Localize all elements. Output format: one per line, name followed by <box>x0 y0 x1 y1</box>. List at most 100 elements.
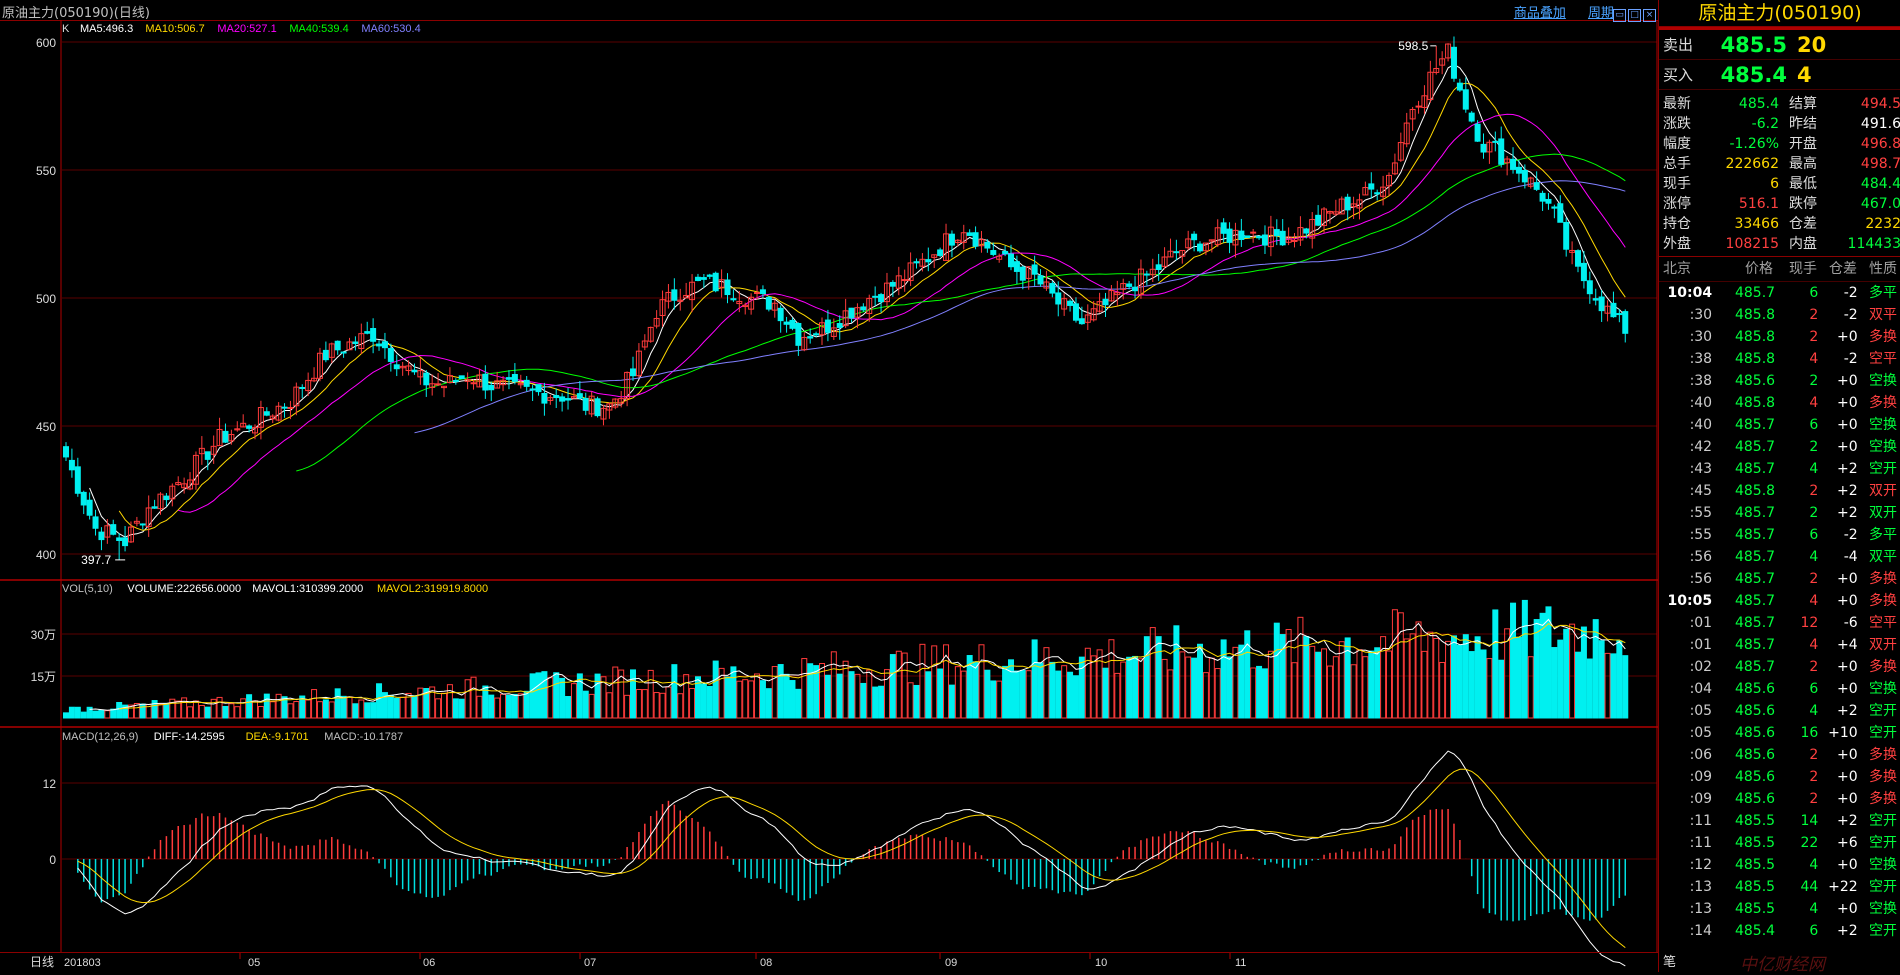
candle-body <box>1421 95 1428 108</box>
candle-body <box>1468 112 1475 122</box>
tick-row: :43 485.7 4 +2 空开 <box>1659 458 1900 480</box>
candle-body <box>1232 229 1239 246</box>
volume-bar <box>706 686 713 719</box>
tick-row: :55 485.7 6 -2 多平 <box>1659 524 1900 546</box>
volume-bar <box>1102 667 1109 719</box>
candle-body <box>1019 266 1026 281</box>
volume-bar <box>446 684 453 719</box>
candle-body <box>192 454 199 485</box>
candle-body <box>813 333 820 336</box>
ask-volume: 20 <box>1797 32 1827 57</box>
volume-bar <box>765 688 772 719</box>
volume-bar <box>1445 640 1452 719</box>
volume-bar <box>293 701 300 719</box>
candle-body <box>476 374 483 388</box>
candle-body <box>1380 186 1387 197</box>
candle-body <box>411 369 418 373</box>
candle-body <box>854 307 861 318</box>
tick-list[interactable]: 10:04 485.7 6 -2 多平:30 485.8 2 -2 双平:30 485.8 2 +0 多… <box>1659 282 1900 942</box>
tick-nature: 多换 <box>1869 593 1897 609</box>
candle-body <box>305 379 312 392</box>
tick-price: 485.4 <box>1734 923 1776 939</box>
volume-bar <box>901 652 908 719</box>
stat-label: 总手 <box>1663 156 1691 172</box>
dea-line <box>77 768 1626 948</box>
tick-volume: 44 <box>1800 879 1819 895</box>
volume-bar <box>1291 662 1298 719</box>
maximize-icon[interactable]: □ <box>1628 9 1641 22</box>
tick-nature: 多平 <box>1869 527 1897 543</box>
candle-body <box>346 341 353 351</box>
tick-volume: 6 <box>1809 923 1819 939</box>
tick-time: :45 <box>1689 483 1713 499</box>
tick-volume: 4 <box>1809 637 1819 653</box>
date-tick: 06 <box>423 957 435 969</box>
tick-row: 10:05 485.7 4 +0 多换 <box>1659 590 1900 612</box>
candle-body <box>630 368 637 377</box>
volume-bar <box>1013 670 1020 719</box>
tick-volume: 6 <box>1809 285 1819 301</box>
price-tick: 550 <box>36 164 56 178</box>
tick-nature: 空换 <box>1869 417 1897 433</box>
volume-bar <box>712 660 719 719</box>
candle-body <box>1191 233 1198 241</box>
volume-bar <box>340 695 347 719</box>
stat-label: 最新 <box>1663 96 1691 112</box>
tick-volume: 2 <box>1809 483 1819 499</box>
candle-body <box>937 249 944 256</box>
candle-body <box>334 340 341 351</box>
volume-bar <box>1238 644 1245 719</box>
candle-body <box>110 524 117 535</box>
candle-body <box>1090 308 1097 321</box>
volume-ma-line <box>89 618 1626 711</box>
volume-bar <box>1137 658 1144 719</box>
kline-chart[interactable]: 600 550 500 450 400 30万 15万 12 0 201803 05 06 07 08 09… <box>0 20 1658 972</box>
ma60-line <box>414 180 1626 434</box>
price-tick: 450 <box>36 420 56 434</box>
candle-body <box>1031 264 1038 275</box>
candle-body <box>1527 177 1534 187</box>
volume-bar <box>1350 664 1357 719</box>
volume-bar <box>612 666 619 719</box>
candle-body <box>795 322 802 346</box>
macd-legend-item: DIFF:-14.2595 <box>154 731 225 743</box>
candle-body <box>1504 158 1511 164</box>
candle-body <box>919 258 926 267</box>
overlay-commodity-link[interactable]: 商品叠加 <box>1513 6 1566 21</box>
volume-bar <box>322 699 329 719</box>
volume-bar <box>1031 639 1038 719</box>
candle-body <box>98 531 105 541</box>
volume-bar <box>565 696 572 719</box>
volume-bar <box>618 669 625 719</box>
volume-bar <box>1161 658 1168 719</box>
candle-body <box>364 331 371 334</box>
close-icon[interactable]: × <box>1643 9 1656 22</box>
restore-icon[interactable]: ▭ <box>1613 9 1626 22</box>
candle-body <box>458 375 465 380</box>
period-link[interactable]: 周期 <box>1587 6 1614 21</box>
volume-bar <box>943 644 950 719</box>
candle-body <box>1551 206 1558 209</box>
candle-body <box>311 377 318 382</box>
volume-bar <box>1421 650 1428 719</box>
candle-body <box>1202 242 1209 252</box>
tick-time: :05 <box>1689 725 1713 741</box>
tick-volume: 2 <box>1809 307 1819 323</box>
volume-bar <box>452 698 459 719</box>
tab-ticks[interactable]: 笔 <box>1663 955 1677 970</box>
candle-body <box>984 241 991 249</box>
candle-body <box>1279 230 1286 246</box>
date-tick: 07 <box>584 957 596 969</box>
candle-body <box>275 405 282 421</box>
volume-bar <box>1126 656 1133 719</box>
candle-body <box>1137 268 1144 295</box>
candle-body <box>1132 286 1139 292</box>
tick-oi-change: +0 <box>1837 769 1858 785</box>
volume-bar <box>252 700 259 719</box>
candle-body <box>358 333 365 349</box>
volume-bar <box>748 680 755 719</box>
chart-title: 原油主力(050190)(日线) <box>2 6 150 21</box>
tick-price: 485.6 <box>1734 681 1776 697</box>
volume-bar <box>913 684 920 719</box>
volume-bar <box>813 665 820 719</box>
